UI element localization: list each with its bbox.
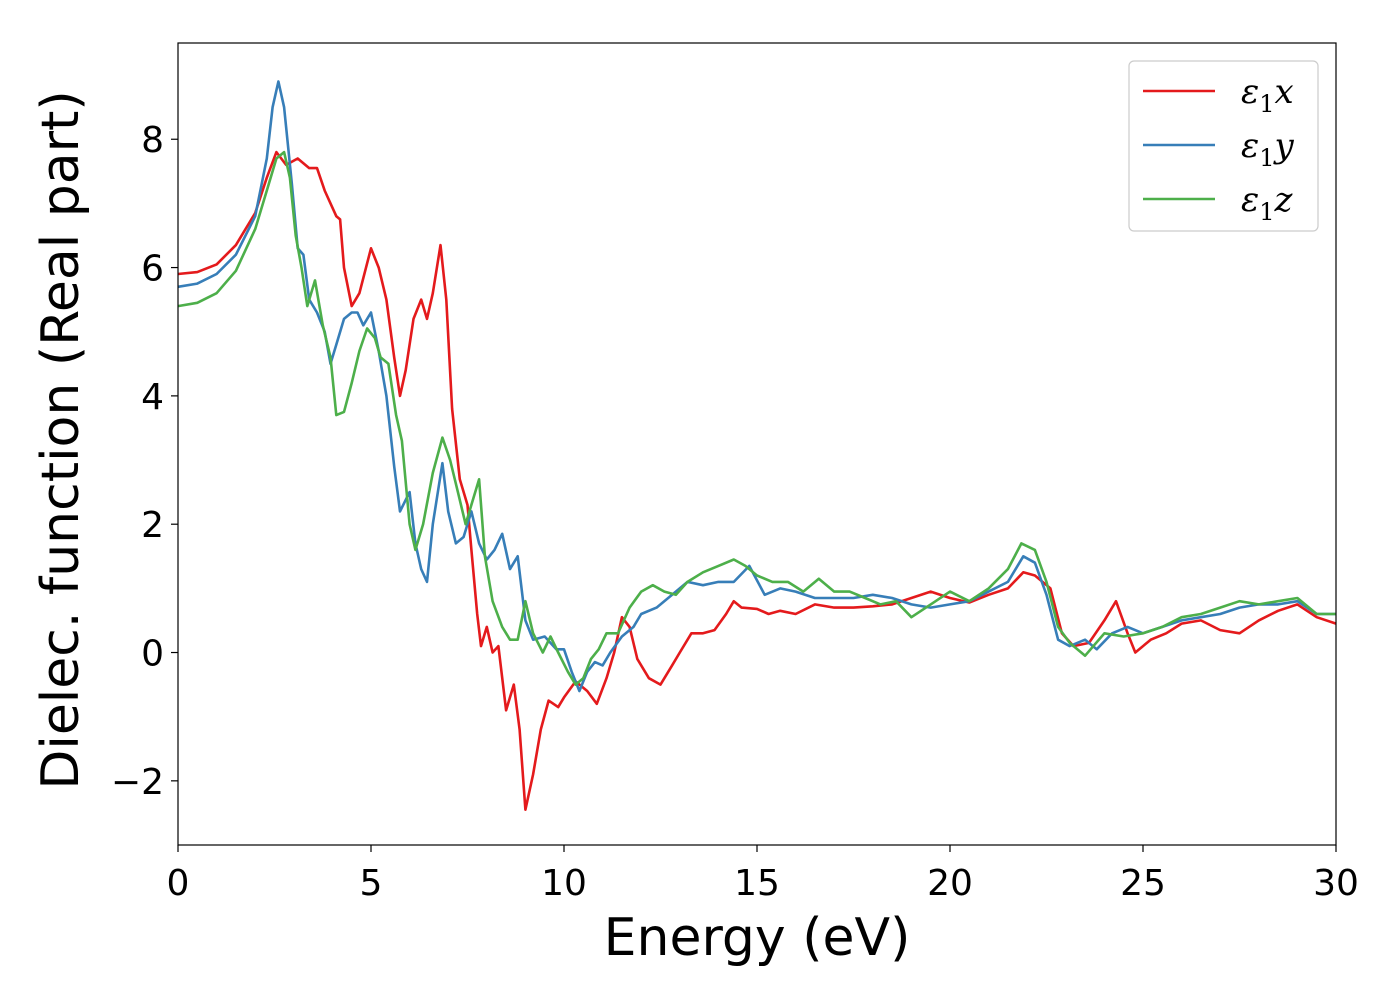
legend-label-y: ε1y: [1241, 126, 1295, 172]
x-tick-label: 20: [927, 863, 973, 904]
y-tick-label: 8: [141, 120, 164, 161]
legend-label-sub: 1: [1259, 90, 1274, 118]
y-axis: −2 0 2 4 6 8: [111, 120, 178, 803]
series-layer: [177, 80, 1337, 811]
legend-label-sub: 1: [1259, 198, 1274, 226]
y-tick-label: 0: [141, 634, 164, 675]
legend-label-base: ε: [1241, 72, 1259, 112]
series-line-x: [177, 150, 1337, 811]
legend-label-suffix: y: [1273, 126, 1295, 166]
x-tick-label: 5: [360, 863, 383, 904]
series-line-z: [177, 150, 1336, 686]
x-axis: 0 5 10 15 20 25 30: [167, 845, 1359, 904]
x-tick-label: 30: [1313, 863, 1359, 904]
legend-label-suffix: z: [1274, 180, 1294, 220]
x-tick-label: 15: [734, 863, 780, 904]
legend-label-sub: 1: [1259, 144, 1274, 172]
legend-label-base: ε: [1241, 180, 1259, 220]
legend-label-x: ε1x: [1241, 72, 1294, 118]
x-tick-label: 25: [1120, 863, 1166, 904]
x-tick-label: 0: [167, 863, 190, 904]
x-tick-label: 10: [541, 863, 587, 904]
x-axis-title: Energy (eV): [604, 908, 911, 968]
legend-label-z: ε1z: [1241, 180, 1294, 226]
legend-box: [1128, 60, 1319, 232]
series-line-y: [177, 80, 1336, 693]
y-tick-label: 2: [141, 505, 164, 546]
legend-label-suffix: x: [1275, 72, 1294, 112]
y-tick-label: 4: [141, 377, 164, 418]
y-tick-label: 6: [141, 249, 164, 290]
y-axis-title: Dielec. function (Real part): [31, 90, 91, 789]
legend-label-base: ε: [1241, 126, 1259, 166]
y-tick-label: −2: [111, 762, 164, 803]
